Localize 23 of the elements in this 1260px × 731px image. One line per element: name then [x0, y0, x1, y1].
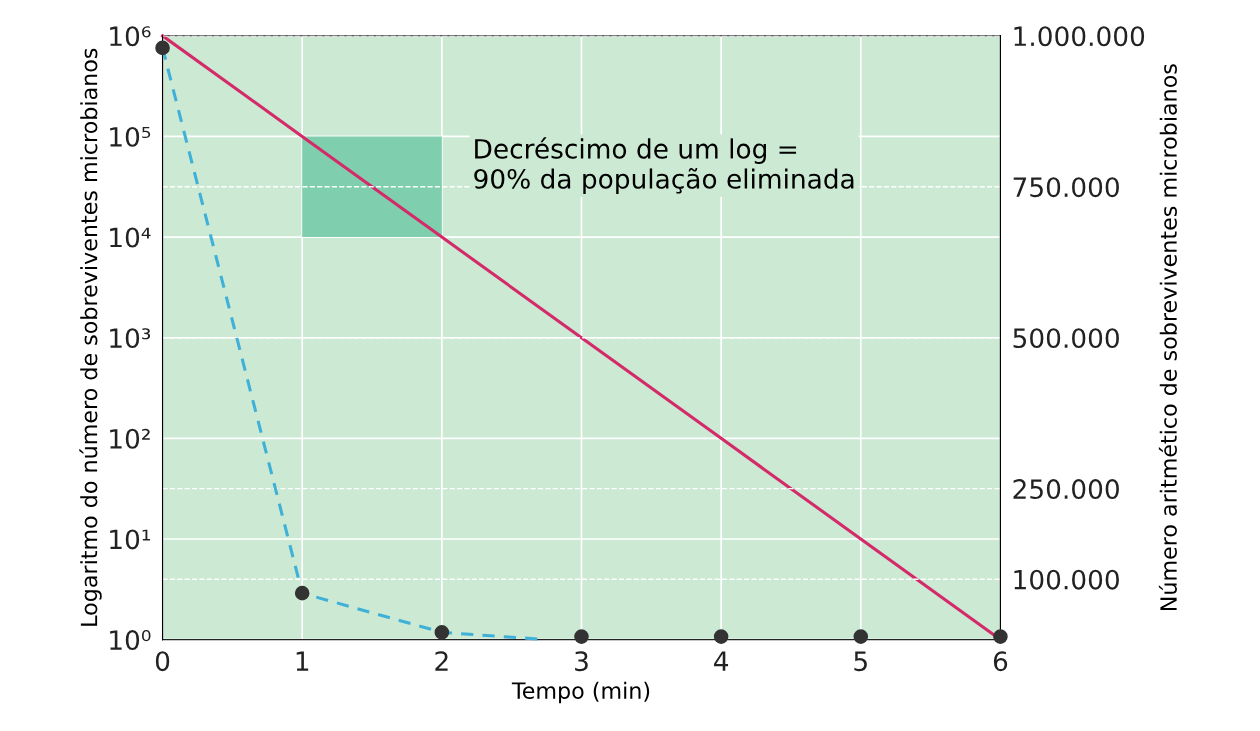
y-tick-label: 10⁶ [110, 26, 151, 47]
y-tick-label: 10² [110, 428, 150, 449]
x-tick-label: 6 [993, 651, 1008, 672]
y2-tick-label: 750.000 [1013, 177, 1119, 198]
y-tick-label: 10³ [110, 328, 151, 349]
y-tick-label: 10¹ [110, 529, 150, 550]
y2-tick-label: 500.000 [1013, 328, 1119, 349]
y-tick-label: 10⁴ [110, 227, 151, 248]
y2-tick-label: 1.000.000 [1014, 26, 1145, 47]
x-tick-label: 5 [854, 651, 867, 672]
x-axis-title: Tempo (min) [511, 681, 650, 704]
y2-axis-title: Número aritmético de sobreviventes microbianos [1158, 64, 1177, 611]
y2-tick-label: 250.000 [1013, 479, 1119, 500]
x-tick-label: 1 [296, 651, 309, 671]
y-tick-label: 10⁵ [110, 126, 151, 147]
annotation: Decréscimo de um log = 90% da população eliminada [474, 137, 854, 194]
x-tick-label: 3 [575, 651, 588, 672]
y-tick-label: 10⁰ [110, 630, 151, 651]
x-tick-label: 2 [435, 651, 448, 671]
x-tick-label: 0 [155, 651, 170, 672]
x-tick-label: 4 [714, 651, 729, 671]
y2-tick-label: 100.000 [1014, 569, 1119, 590]
y-axis-title: Logaritmo do número de sobreviventes microbianos [79, 48, 102, 626]
